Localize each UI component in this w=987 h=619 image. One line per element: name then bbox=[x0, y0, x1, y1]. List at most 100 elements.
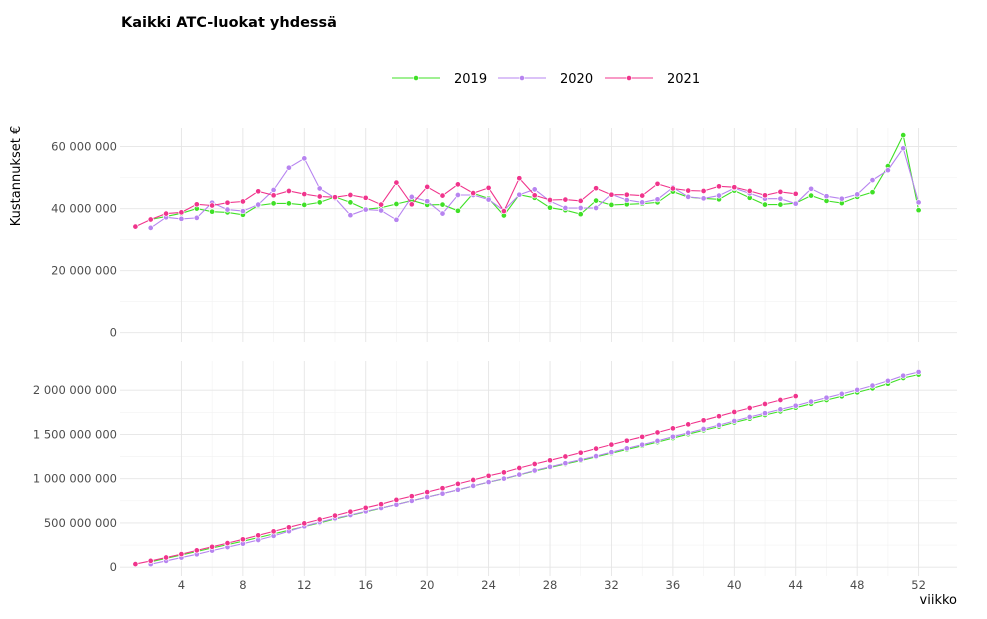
data-point bbox=[393, 216, 400, 223]
data-point bbox=[255, 188, 262, 195]
data-point bbox=[869, 189, 876, 196]
legend-marker bbox=[413, 75, 419, 81]
data-point bbox=[270, 186, 277, 194]
data-point bbox=[608, 201, 615, 208]
data-point bbox=[347, 212, 354, 219]
data-point bbox=[654, 180, 661, 187]
data-point bbox=[485, 196, 492, 203]
data-point bbox=[792, 190, 799, 197]
data-point bbox=[408, 201, 415, 208]
legend-item-2020: 2020 bbox=[498, 72, 593, 87]
x-axis-label: viikko bbox=[920, 593, 958, 608]
data-point bbox=[347, 508, 354, 515]
data-point bbox=[823, 193, 830, 200]
data-point bbox=[239, 198, 246, 205]
series-weekly-2021 bbox=[132, 175, 799, 230]
data-point bbox=[516, 175, 523, 182]
data-point bbox=[838, 195, 845, 202]
legend-item-2019: 2019 bbox=[392, 72, 487, 87]
legend-item-2021: 2021 bbox=[605, 72, 700, 87]
data-point bbox=[331, 512, 339, 519]
data-point bbox=[884, 167, 891, 174]
data-point bbox=[209, 208, 216, 215]
data-point bbox=[255, 201, 262, 208]
data-point bbox=[777, 406, 784, 413]
data-point bbox=[470, 476, 477, 484]
data-point bbox=[531, 460, 538, 468]
data-point bbox=[132, 223, 139, 230]
chart-title: Kaikki ATC-luokat yhdessä bbox=[121, 15, 337, 31]
x-tick-label: 32 bbox=[604, 578, 619, 592]
data-point bbox=[884, 377, 891, 384]
data-point bbox=[593, 204, 600, 212]
data-point bbox=[531, 192, 538, 199]
data-point bbox=[193, 201, 200, 208]
data-point bbox=[209, 543, 216, 550]
data-point bbox=[239, 208, 246, 215]
data-point bbox=[808, 185, 815, 192]
data-point bbox=[562, 460, 569, 467]
data-point bbox=[639, 199, 646, 206]
data-point bbox=[424, 494, 431, 501]
data-point bbox=[761, 192, 769, 199]
data-point bbox=[900, 372, 907, 379]
data-point bbox=[792, 393, 799, 400]
panel-weekly: 0 20 000 000 40 000 000 60 000 000 bbox=[51, 128, 957, 342]
data-point bbox=[577, 449, 584, 456]
data-point bbox=[178, 209, 185, 216]
data-point bbox=[562, 453, 569, 460]
y-tick-label: 60 000 000 bbox=[51, 140, 117, 154]
x-tick-label: 12 bbox=[297, 578, 312, 592]
data-point bbox=[454, 480, 461, 487]
legend-label: 2021 bbox=[667, 72, 700, 87]
data-point bbox=[255, 532, 262, 539]
data-point bbox=[331, 194, 339, 201]
data-point bbox=[777, 188, 784, 195]
data-point bbox=[669, 433, 676, 440]
data-point bbox=[685, 193, 692, 200]
data-point bbox=[347, 199, 354, 206]
data-point bbox=[700, 195, 707, 202]
data-point bbox=[608, 441, 615, 448]
data-point bbox=[193, 547, 200, 554]
data-point bbox=[439, 485, 446, 492]
data-point bbox=[147, 216, 154, 223]
y-tick-label: 20 000 000 bbox=[51, 264, 117, 278]
data-point bbox=[869, 177, 876, 184]
data-point bbox=[746, 404, 753, 412]
data-point bbox=[316, 199, 323, 206]
data-point bbox=[485, 472, 492, 479]
data-point bbox=[285, 524, 292, 531]
data-point bbox=[546, 463, 554, 470]
data-point bbox=[531, 186, 538, 193]
data-point bbox=[224, 206, 231, 213]
data-point bbox=[531, 467, 538, 474]
data-point bbox=[838, 390, 845, 397]
data-point bbox=[715, 422, 723, 429]
data-point bbox=[378, 201, 385, 208]
data-point bbox=[685, 421, 692, 428]
data-point bbox=[715, 192, 723, 199]
data-point bbox=[608, 449, 615, 456]
data-point bbox=[516, 191, 523, 198]
series-line bbox=[150, 133, 920, 221]
series-cumulative-2020 bbox=[147, 368, 922, 568]
data-point bbox=[301, 155, 308, 162]
data-point bbox=[915, 207, 922, 214]
data-point bbox=[470, 482, 477, 489]
data-point bbox=[178, 215, 185, 222]
data-point bbox=[854, 386, 861, 393]
data-point bbox=[163, 554, 170, 561]
data-point bbox=[316, 193, 323, 200]
data-point bbox=[639, 192, 646, 199]
legend-marker bbox=[519, 75, 525, 81]
data-point bbox=[577, 211, 584, 218]
data-point bbox=[270, 528, 277, 535]
data-point bbox=[393, 179, 400, 186]
x-tick-label: 40 bbox=[727, 578, 742, 592]
y-tick-label: 0 bbox=[110, 560, 117, 574]
legend-label: 2020 bbox=[560, 72, 593, 87]
data-point bbox=[808, 192, 815, 199]
data-point bbox=[562, 196, 569, 203]
data-point bbox=[639, 441, 646, 448]
